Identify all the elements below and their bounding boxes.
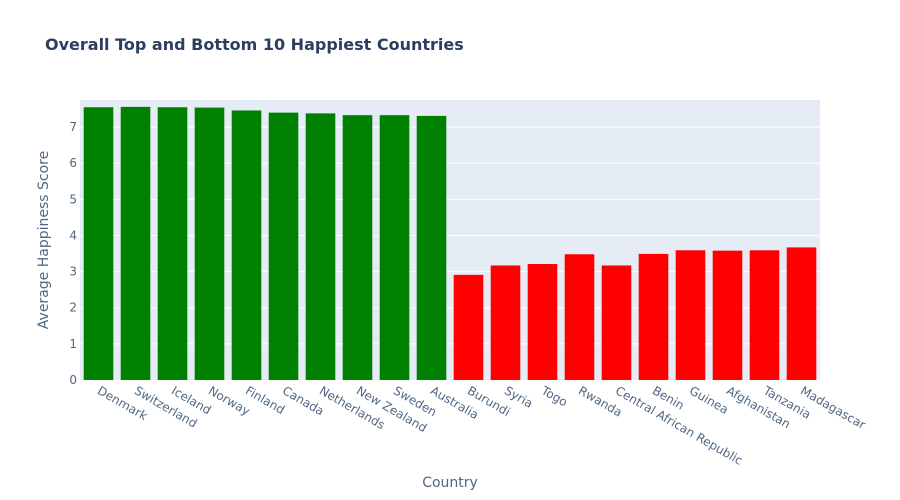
- bar-togo[interactable]: [527, 264, 558, 380]
- bar-australia[interactable]: [416, 115, 447, 380]
- bar-denmark[interactable]: [83, 107, 114, 381]
- x-tick-label: Norway: [206, 383, 252, 418]
- bar-tanzania[interactable]: [749, 250, 780, 380]
- y-axis-label: Average Happiness Score: [36, 151, 52, 329]
- bar-canada[interactable]: [268, 112, 299, 380]
- y-tick-label: 5: [69, 192, 77, 206]
- bar-guinea[interactable]: [675, 250, 706, 380]
- bar-netherlands[interactable]: [305, 113, 336, 381]
- x-tick-label: Guinea: [687, 383, 731, 416]
- bar-iceland[interactable]: [157, 107, 188, 381]
- y-tick-label: 3: [69, 265, 77, 279]
- bar-afghanistan[interactable]: [712, 250, 743, 380]
- y-tick-label: 2: [69, 301, 77, 315]
- y-tick-label: 0: [69, 373, 77, 387]
- bar-rwanda[interactable]: [564, 254, 595, 380]
- bar-new-zealand[interactable]: [342, 115, 373, 380]
- bar-syria[interactable]: [490, 265, 521, 380]
- bar-central-african-republic[interactable]: [601, 265, 632, 380]
- x-axis-label: Country: [422, 475, 478, 491]
- plot-area: [80, 100, 820, 380]
- chart-title: Overall Top and Bottom 10 Happiest Count…: [45, 35, 464, 54]
- y-tick-label: 6: [69, 156, 77, 170]
- bar-finland[interactable]: [231, 110, 262, 380]
- bar-switzerland[interactable]: [120, 106, 151, 381]
- bar-burundi[interactable]: [453, 274, 484, 380]
- x-tick-label: Finland: [243, 383, 287, 417]
- y-tick-label: 7: [69, 120, 77, 134]
- bar-sweden[interactable]: [379, 115, 410, 380]
- bar-madagascar[interactable]: [786, 247, 817, 380]
- x-tick-label: Canada: [280, 383, 327, 418]
- bar-norway[interactable]: [194, 107, 225, 380]
- x-tick-label: Togo: [538, 383, 570, 409]
- y-tick-label: 4: [69, 228, 77, 242]
- bar-benin[interactable]: [638, 253, 669, 380]
- y-tick-label: 1: [69, 337, 77, 351]
